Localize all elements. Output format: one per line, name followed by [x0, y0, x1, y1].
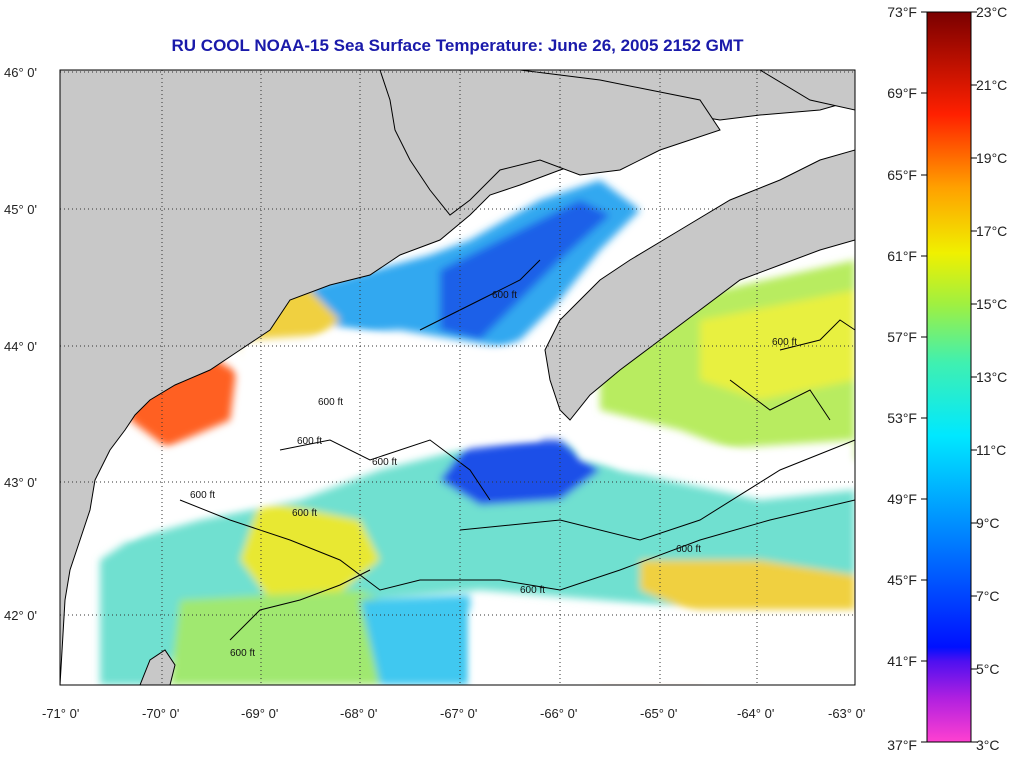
celsius-label: 17°C [976, 223, 1007, 239]
isobath-contours [179, 259, 856, 641]
contour-label: 600 ft [230, 648, 255, 659]
celsius-label: 11°C [976, 442, 1006, 458]
contour-label: 600 ft [297, 436, 322, 447]
graticule [60, 70, 855, 685]
contour-label: 600 ft [520, 585, 545, 596]
temperature-colorbar: 73°F 69°F 65°F 61°F 57°F 53°F 49°F 45°F … [887, 4, 1007, 753]
cloud-mask [90, 330, 855, 685]
lon-label: -67° 0' [440, 706, 477, 721]
contour-label: 600 ft [772, 337, 797, 348]
contour-label: 600 ft [318, 397, 343, 408]
fahrenheit-label: 65°F [887, 167, 917, 183]
map-title: RU COOL NOAA-15 Sea Surface Temperature:… [171, 36, 744, 55]
lon-label: -66° 0' [540, 706, 577, 721]
colorbar-celsius-labels: 23°C 21°C 19°C 17°C 15°C 13°C 11°C 9°C 7… [976, 4, 1007, 753]
celsius-label: 23°C [976, 4, 1007, 20]
contour-label: 600 ft [292, 508, 317, 519]
celsius-label: 13°C [976, 369, 1007, 385]
celsius-label: 15°C [976, 296, 1007, 312]
lon-label: -70° 0' [142, 706, 179, 721]
lat-label: 42° 0' [4, 608, 37, 623]
contour-labels: 600 ft 600 ft 600 ft 600 ft 600 ft 600 f… [190, 290, 797, 659]
lon-label: -71° 0' [42, 706, 79, 721]
fahrenheit-label: 45°F [887, 572, 917, 588]
colorbar-ticks [921, 11, 977, 743]
contour-label: 600 ft [492, 290, 517, 301]
lat-label: 43° 0' [4, 475, 37, 490]
celsius-label: 21°C [976, 77, 1007, 93]
colorbar-gradient [926, 11, 972, 743]
celsius-label: 7°C [976, 588, 1000, 604]
fahrenheit-label: 49°F [887, 491, 917, 507]
lon-label: -63° 0' [828, 706, 865, 721]
lon-label: -68° 0' [340, 706, 377, 721]
lat-label: 45° 0' [4, 202, 37, 217]
fahrenheit-label: 53°F [887, 410, 917, 426]
lon-label: -69° 0' [241, 706, 278, 721]
celsius-label: 5°C [976, 661, 1000, 677]
fahrenheit-label: 73°F [887, 4, 917, 20]
fahrenheit-label: 61°F [887, 248, 917, 264]
latitude-axis: 46° 0' 45° 0' 44° 0' 43° 0' 42° 0' [4, 65, 37, 623]
fahrenheit-label: 69°F [887, 85, 917, 101]
fahrenheit-label: 57°F [887, 329, 917, 345]
map-plot-area [60, 70, 855, 685]
map-frame [59, 69, 856, 686]
contour-label: 600 ft [676, 544, 701, 555]
celsius-label: 3°C [976, 737, 1000, 753]
lat-label: 44° 0' [4, 339, 37, 354]
celsius-label: 19°C [976, 150, 1007, 166]
fahrenheit-label: 41°F [887, 653, 917, 669]
land-mask [60, 70, 855, 685]
colorbar-fahrenheit-labels: 73°F 69°F 65°F 61°F 57°F 53°F 49°F 45°F … [887, 4, 917, 753]
contour-label: 600 ft [372, 457, 397, 468]
celsius-label: 9°C [976, 515, 1000, 531]
longitude-axis: -71° 0' -70° 0' -69° 0' -68° 0' -67° 0' … [42, 706, 865, 721]
lat-label: 46° 0' [4, 65, 37, 80]
lon-label: -64° 0' [737, 706, 774, 721]
fahrenheit-label: 37°F [887, 737, 917, 753]
lon-label: -65° 0' [640, 706, 677, 721]
contour-label: 600 ft [190, 490, 215, 501]
